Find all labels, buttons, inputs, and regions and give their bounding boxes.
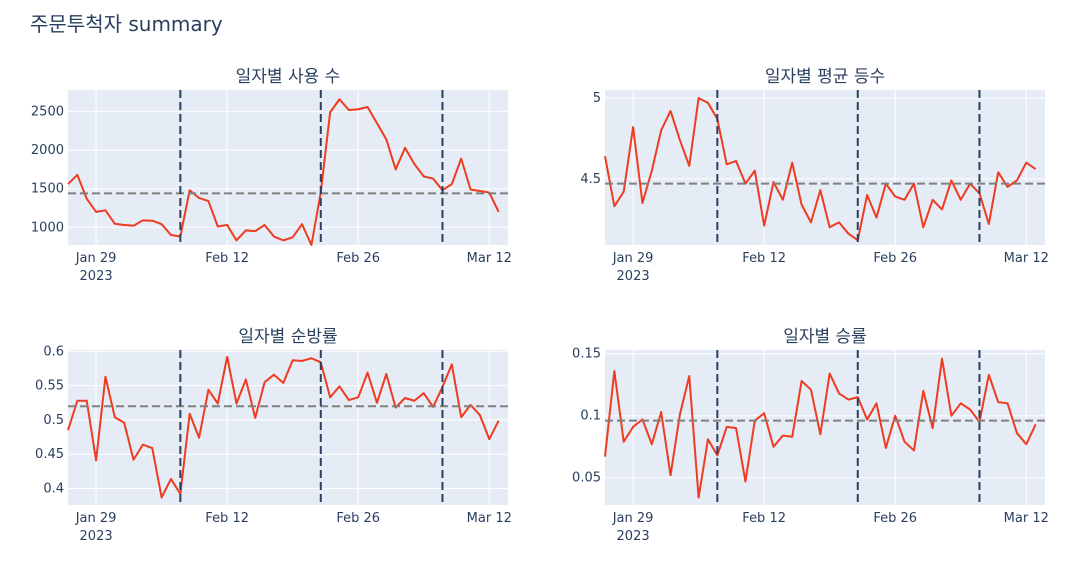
y-tick-label: 0.15 [572, 347, 601, 362]
y-tick-label: 0.6 [43, 344, 64, 359]
y-tick-label: 1500 [31, 182, 64, 197]
x-tick-label: Feb 12 [205, 511, 249, 526]
subplot-title: 일자별 사용 수 [236, 67, 341, 87]
x-tick-year-label: 2023 [617, 529, 650, 544]
y-tick-label: 1000 [31, 220, 64, 235]
x-tick-label: Feb 26 [873, 251, 917, 266]
x-tick-label: Jan 29 [75, 511, 117, 526]
x-tick-label: Mar 12 [1004, 511, 1049, 526]
subplot-2: 4.5 5 Jan 29 2023 Feb 12 Feb 26 Mar 12 일자별 평균 등… [580, 67, 1049, 284]
x-tick-label: Feb 26 [873, 511, 917, 526]
x-tick-label: Feb 12 [205, 251, 249, 266]
x-tick-label: Mar 12 [467, 511, 512, 526]
plot-area [68, 90, 508, 245]
x-tick-label: Feb 12 [742, 511, 786, 526]
plot-area [68, 350, 508, 505]
y-tick-label: 0.4 [43, 482, 64, 497]
data-series-line [67, 98, 500, 246]
y-tick-label: 0.5 [43, 413, 64, 428]
y-tick-label: 0.1 [580, 409, 601, 424]
y-tick-label: 5 [593, 91, 601, 106]
subplot-1: 1000 1500 2000 2500 Jan 29 2023 Feb 12 Feb 26 Ma… [31, 67, 512, 284]
x-tick-label: Jan 29 [75, 251, 117, 266]
y-tick-label: 0.45 [35, 447, 64, 462]
x-tick-label: Jan 29 [612, 251, 654, 266]
figure-title: 주문투척자 summary [30, 12, 223, 36]
y-tick-label: 2000 [31, 143, 64, 158]
subplot-title: 일자별 평균 등수 [765, 67, 885, 87]
data-series-line [604, 357, 1037, 499]
x-tick-label: Feb 12 [742, 251, 786, 266]
y-tick-label: 0.05 [572, 471, 601, 486]
subplot-3: 0.4 0.45 0.5 0.55 0.6 Jan 29 2023 Feb 12 Feb 26 M… [35, 327, 512, 544]
subplot-4: 0.05 0.1 0.15 Jan 29 2023 Feb 12 Feb 26 Mar 12 일… [572, 327, 1049, 544]
x-tick-label: Mar 12 [1004, 251, 1049, 266]
x-tick-year-label: 2023 [80, 529, 113, 544]
y-tick-label: 2500 [31, 105, 64, 120]
data-series-line [604, 97, 1037, 242]
x-tick-label: Jan 29 [612, 511, 654, 526]
plot-area [605, 90, 1045, 245]
subplot-title: 일자별 승률 [783, 327, 867, 347]
subplot-title: 일자별 순방률 [238, 327, 337, 347]
y-tick-label: 0.55 [35, 379, 64, 394]
x-tick-year-label: 2023 [80, 269, 113, 284]
x-tick-label: Feb 26 [336, 251, 380, 266]
x-tick-label: Mar 12 [467, 251, 512, 266]
data-series-line [67, 355, 500, 499]
x-tick-label: Feb 26 [336, 511, 380, 526]
y-tick-label: 4.5 [580, 172, 601, 187]
x-tick-year-label: 2023 [617, 269, 650, 284]
